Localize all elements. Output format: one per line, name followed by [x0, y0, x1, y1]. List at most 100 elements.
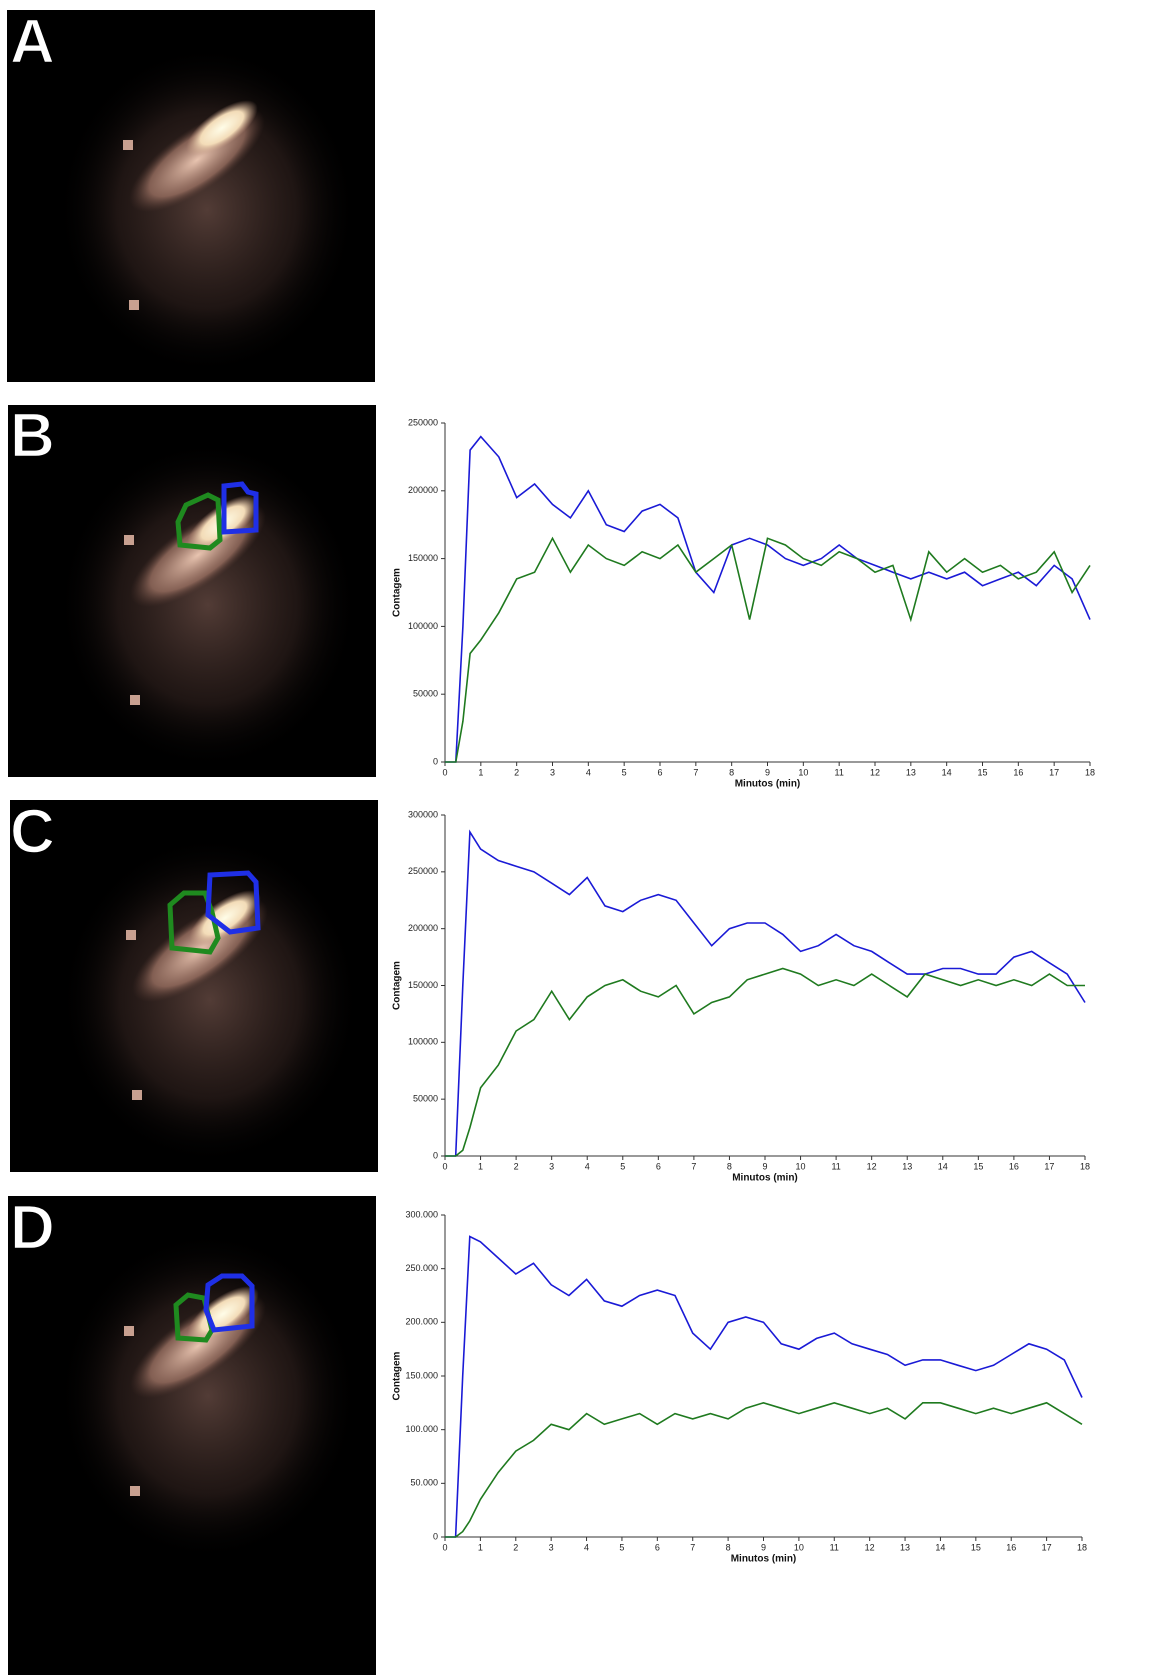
y-axis-label: Contagem [392, 961, 403, 1010]
x-tick-label: 11 [834, 767, 843, 777]
x-tick-label: 13 [906, 767, 916, 777]
x-tick-label: 1 [478, 1161, 483, 1171]
y-tick-label: 300.000 [405, 1209, 438, 1219]
x-axis-label: Minutos (min) [735, 779, 801, 790]
panel-label: C [10, 797, 55, 866]
scan-image [8, 1196, 376, 1568]
x-tick-label: 10 [794, 1542, 804, 1552]
y-tick-label: 250000 [408, 866, 438, 876]
roi-green [175, 492, 223, 551]
x-tick-label: 14 [942, 767, 952, 777]
y-tick-label: 200000 [408, 485, 438, 495]
x-tick-label: 16 [1009, 1161, 1019, 1171]
x-tick-label: 17 [1049, 767, 1059, 777]
y-tick-label: 50.000 [410, 1478, 438, 1488]
scan-image [10, 800, 378, 1172]
x-tick-label: 15 [973, 1161, 983, 1171]
x-tick-label: 10 [796, 1161, 806, 1171]
x-tick-label: 9 [762, 1161, 767, 1171]
x-tick-label: 13 [900, 1542, 910, 1552]
data-line [445, 1401, 1083, 1538]
x-tick-label: 12 [870, 767, 880, 777]
data-line [445, 435, 1091, 763]
roi-green [167, 890, 221, 955]
y-tick-label: 150.000 [405, 1370, 438, 1380]
y-tick-label: 200.000 [405, 1317, 438, 1327]
x-tick-label: 7 [691, 1161, 696, 1171]
x-tick-label: 18 [1080, 1161, 1090, 1171]
y-tick-label: 100000 [408, 621, 438, 631]
y-tick-label: 0 [433, 1531, 438, 1541]
x-tick-label: 5 [622, 767, 627, 777]
x-tick-label: 9 [765, 767, 770, 777]
x-tick-label: 15 [971, 1542, 981, 1552]
x-tick-label: 16 [1013, 767, 1023, 777]
y-axis-label: Contagem [392, 1351, 403, 1400]
x-tick-label: 5 [620, 1161, 625, 1171]
x-tick-label: 17 [1042, 1542, 1052, 1552]
x-tick-label: 7 [690, 1542, 695, 1552]
y-tick-label: 150000 [408, 553, 438, 563]
panel-label: D [10, 1193, 55, 1262]
x-tick-label: 5 [619, 1542, 624, 1552]
x-tick-label: 3 [549, 1542, 554, 1552]
x-tick-label: 11 [831, 1161, 840, 1171]
data-line [445, 967, 1085, 1157]
x-tick-label: 8 [727, 1161, 732, 1171]
x-tick-label: 14 [938, 1161, 948, 1171]
y-axis-label: Contagem [392, 568, 403, 617]
x-tick-label: 18 [1077, 1542, 1087, 1552]
y-tick-label: 100.000 [405, 1424, 438, 1434]
roi-blue [221, 481, 259, 535]
data-line [445, 1235, 1083, 1538]
y-tick-label: 150000 [408, 980, 438, 990]
x-tick-label: 12 [867, 1161, 877, 1171]
x-tick-label: 8 [726, 1542, 731, 1552]
y-tick-label: 0 [433, 1150, 438, 1160]
x-tick-label: 17 [1044, 1161, 1054, 1171]
y-tick-label: 100000 [408, 1037, 438, 1047]
x-tick-label: 3 [550, 767, 555, 777]
x-tick-label: 3 [549, 1161, 554, 1171]
y-tick-label: 250.000 [405, 1263, 438, 1273]
x-tick-label: 14 [935, 1542, 945, 1552]
x-tick-label: 6 [655, 1542, 660, 1552]
y-tick-label: 0 [433, 756, 438, 766]
x-tick-label: 16 [1006, 1542, 1016, 1552]
x-tick-label: 0 [442, 1161, 447, 1171]
x-tick-label: 4 [584, 1542, 589, 1552]
x-tick-label: 12 [865, 1542, 875, 1552]
x-tick-label: 2 [514, 767, 519, 777]
x-tick-label: 8 [729, 767, 734, 777]
x-tick-label: 0 [442, 767, 447, 777]
x-tick-label: 4 [585, 1161, 590, 1171]
x-tick-label: 9 [761, 1542, 766, 1552]
y-tick-label: 50000 [413, 1094, 438, 1104]
data-line [445, 829, 1086, 1157]
x-tick-label: 7 [693, 767, 698, 777]
x-axis-label: Minutos (min) [731, 1554, 797, 1565]
x-tick-label: 13 [902, 1161, 912, 1171]
x-tick-label: 6 [656, 1161, 661, 1171]
x-tick-label: 0 [442, 1542, 447, 1552]
y-tick-label: 200000 [408, 923, 438, 933]
x-tick-label: 1 [478, 767, 483, 777]
x-tick-label: 6 [657, 767, 662, 777]
x-axis-label: Minutos (min) [732, 1173, 798, 1184]
x-tick-label: 2 [514, 1161, 519, 1171]
x-tick-label: 1 [478, 1542, 483, 1552]
scan-image [8, 405, 376, 777]
x-tick-label: 4 [586, 767, 591, 777]
y-tick-label: 250000 [408, 417, 438, 427]
y-tick-label: 300000 [408, 809, 438, 819]
panel-label: B [10, 401, 55, 470]
x-tick-label: 18 [1085, 767, 1095, 777]
x-tick-label: 11 [830, 1542, 839, 1552]
panel-label: A [10, 7, 55, 76]
scan-clip [8, 1196, 376, 1675]
x-tick-label: 2 [513, 1542, 518, 1552]
x-tick-label: 10 [798, 767, 808, 777]
scan-image [7, 10, 375, 382]
roi-blue [203, 1273, 255, 1333]
